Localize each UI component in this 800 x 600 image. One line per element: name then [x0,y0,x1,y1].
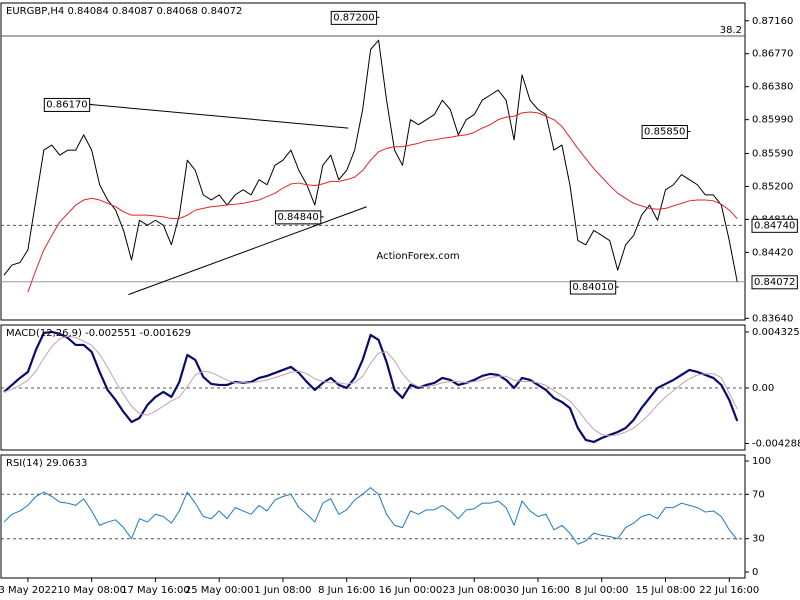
annotation-label: 0.86170 [46,99,87,110]
y-tick-label: 0.00 [752,383,774,394]
x-tick-label: 10 May 08:00 [57,585,126,596]
y-tick-label: 0.85990 [752,115,793,126]
y-tick-label: -0.004288 [752,438,800,449]
panel-title: EURGBP,H4 0.84084 0.84087 0.84068 0.8407… [6,6,242,17]
series-line [3,487,738,545]
trendline [128,206,367,296]
annotation-label-box [330,10,378,25]
level-price-label-box [751,275,798,290]
x-tick-label: 8 Jul 00:00 [575,585,629,596]
annotation-label: 0.85850 [644,126,685,137]
watermark: ActionForex.com [376,251,459,262]
y-tick-label: 0.85590 [752,148,793,159]
level-price-label: 0.84740 [754,220,795,231]
x-tick-label: 8 Jun 16:00 [318,585,375,596]
x-tick-label: 17 May 16:00 [121,585,190,596]
trendline [90,103,349,129]
y-tick-label: 0.84420 [752,247,793,258]
y-tick-label: 100 [752,456,771,467]
y-tick-label: 0 [752,567,758,578]
panel-frame [0,454,746,579]
annotation-label: 0.87200 [333,12,374,23]
series-line [27,111,738,293]
annotation-label-box [274,210,322,225]
y-tick-label: 30 [752,534,765,545]
panel-frame [0,2,746,321]
annotation-label-box [43,97,91,112]
x-tick-label: 16 Jun 00:00 [379,585,443,596]
series-line [3,335,738,437]
annotation-label-box [641,124,688,139]
y-tick-label: 0.86770 [752,49,793,60]
y-tick-label: 70 [752,489,765,500]
y-tick-label: 0.004325 [752,327,800,338]
y-tick-label: 0.86380 [752,82,793,93]
x-tick-label: 30 Jun 16:00 [506,585,570,596]
panel-title: RSI(14) 29.0633 [6,458,87,469]
x-tick-label: 22 Jul 16:00 [699,585,759,596]
annotation-label-box [569,280,617,295]
x-tick-label: 3 May 2022 [0,585,57,596]
x-tick-label: 15 Jul 08:00 [636,585,696,596]
annotation-label: 0.84840 [277,212,318,223]
series-line [3,39,738,282]
y-tick-label: 0.83640 [752,313,793,324]
x-tick-label: 25 May 00:00 [185,585,254,596]
level-label: 38.2 [720,25,742,36]
series-line [3,330,739,444]
annotation-label: 0.84010 [572,282,613,293]
y-tick-label: 0.87160 [752,16,793,27]
panel-title: MACD(12,26,9) -0.002551 -0.001629 [6,328,191,339]
level-price-label: 0.84072 [754,277,795,288]
y-tick-label: 0.85200 [752,181,793,192]
level-price-label-box [751,218,798,233]
x-tick-label: 23 Jun 08:00 [442,585,506,596]
x-tick-label: 1 Jun 08:00 [254,585,311,596]
